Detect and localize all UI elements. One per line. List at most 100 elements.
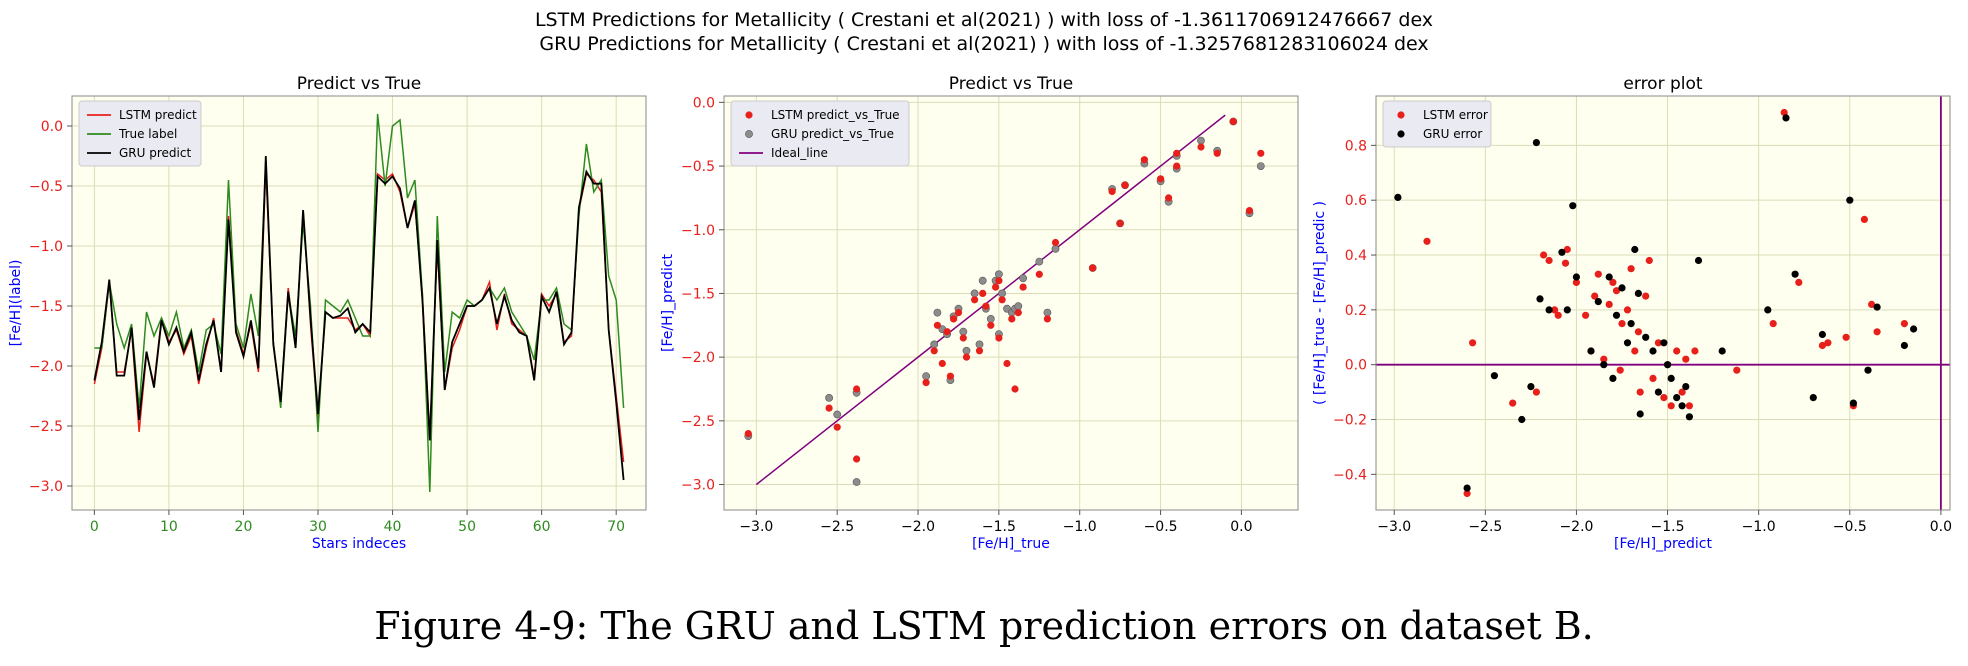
data-point — [1618, 284, 1626, 292]
y-axis-label: ( [Fe/H]_true - [Fe/H]_predic ) — [1312, 201, 1328, 405]
legend-label: LSTM error — [1423, 108, 1488, 122]
data-point — [1089, 264, 1097, 272]
data-point — [1849, 399, 1857, 407]
data-layer — [744, 114, 1265, 486]
data-point — [1654, 339, 1662, 347]
legend-box — [730, 100, 910, 167]
data-point — [1873, 328, 1881, 336]
data-point — [962, 353, 971, 361]
data-point — [1864, 366, 1872, 374]
y-tick-label: −1.0 — [29, 239, 63, 255]
data-point — [1532, 388, 1540, 396]
data-point — [1554, 311, 1562, 319]
data-point — [1509, 399, 1517, 407]
data-point — [1685, 402, 1693, 410]
data-point — [1563, 245, 1571, 254]
data-point — [995, 334, 1003, 342]
x-tick-label: −2.0 — [901, 519, 935, 535]
data-point — [744, 430, 752, 438]
legend-swatch — [745, 111, 753, 119]
subplot-title: Predict vs True — [297, 74, 421, 94]
data-point — [1043, 315, 1051, 323]
data-point — [959, 334, 967, 342]
data-point — [930, 340, 939, 349]
legend: LSTM predict True label GRU predict — [78, 100, 202, 167]
data-point — [1609, 278, 1617, 286]
data-point — [943, 328, 951, 336]
data-point — [1631, 245, 1639, 254]
data-point — [1035, 270, 1043, 278]
data-point — [1900, 341, 1908, 350]
data-point — [1900, 320, 1908, 328]
data-point — [1678, 402, 1686, 410]
data-point — [1824, 339, 1832, 347]
legend-box — [78, 100, 202, 167]
data-point — [1572, 278, 1580, 286]
data-point — [1197, 136, 1205, 145]
data-point — [1609, 374, 1617, 382]
data-point — [1636, 388, 1644, 396]
data-point — [1873, 303, 1881, 311]
plot-frame — [1375, 95, 1951, 511]
data-point — [1764, 306, 1772, 314]
y-tick-label: −3.0 — [681, 478, 715, 494]
y-tick-label: −0.5 — [29, 179, 63, 195]
data-point — [1660, 339, 1668, 347]
data-point — [825, 393, 833, 402]
data-point — [1818, 330, 1826, 339]
data-point — [1257, 149, 1265, 157]
data-point — [1631, 347, 1639, 355]
y-tick-label: −0.2 — [1333, 413, 1367, 429]
x-tick-label: −3.0 — [739, 519, 773, 535]
data-point — [833, 423, 841, 431]
figure-canvas: 0 10 20 30 40 50 60 700.0−0.5−1.0−1.5−2.0−2.5−3… — [8, 74, 1952, 552]
y-tick-label: −2.5 — [29, 419, 63, 435]
data-point — [1536, 295, 1544, 303]
data-point — [1649, 374, 1657, 382]
subplot-3: −3.0 −2.5 −2.0 −1.5 −1.0 −0.5 0.0 0.8 0.6 0.4 0.2 0… — [1312, 74, 1952, 552]
y-tick-label: −1.5 — [29, 299, 63, 315]
data-point — [933, 308, 942, 317]
x-axis-label: [Fe/H]_predict — [1614, 536, 1712, 552]
data-point — [1809, 394, 1817, 402]
data-point — [982, 302, 990, 310]
data-point — [1572, 273, 1580, 281]
data-point — [1463, 484, 1471, 492]
series-line-gru-predict — [93, 155, 625, 481]
data-point — [954, 309, 963, 317]
data-point — [1634, 328, 1642, 336]
data-point — [1011, 385, 1019, 393]
ideal-line — [755, 114, 1226, 486]
data-point — [825, 404, 833, 412]
data-point — [1694, 256, 1703, 265]
data-point — [1642, 292, 1650, 300]
data-point — [1140, 156, 1148, 164]
y-tick-label: 0.2 — [1345, 303, 1367, 319]
data-point — [1540, 251, 1548, 259]
data-point — [970, 289, 979, 298]
data-point — [1213, 149, 1221, 157]
data-point — [1563, 306, 1571, 314]
data-point — [1612, 311, 1621, 319]
data-point — [971, 296, 979, 304]
y-tick-label: 0.0 — [41, 119, 63, 135]
data-point — [1165, 194, 1173, 202]
data-point — [938, 359, 946, 368]
data-layer — [93, 113, 625, 493]
y-tick-label: −2.5 — [681, 414, 715, 430]
data-point — [1860, 215, 1868, 223]
data-point — [1673, 394, 1681, 402]
legend-label: LSTM predict_vs_True — [771, 108, 900, 122]
data-point — [1600, 355, 1608, 363]
data-point — [1636, 410, 1644, 418]
data-point — [1591, 292, 1599, 300]
data-point — [1569, 202, 1577, 210]
legend-swatch — [745, 130, 753, 138]
y-axis-label: [Fe/H](label) — [8, 260, 24, 347]
legend-box — [1382, 100, 1492, 148]
x-tick-label: −1.5 — [982, 519, 1016, 535]
x-tick-label: −2.5 — [820, 519, 854, 535]
data-point — [995, 277, 1003, 285]
data-point — [1842, 333, 1850, 341]
x-tick-label: 30 — [309, 519, 327, 535]
